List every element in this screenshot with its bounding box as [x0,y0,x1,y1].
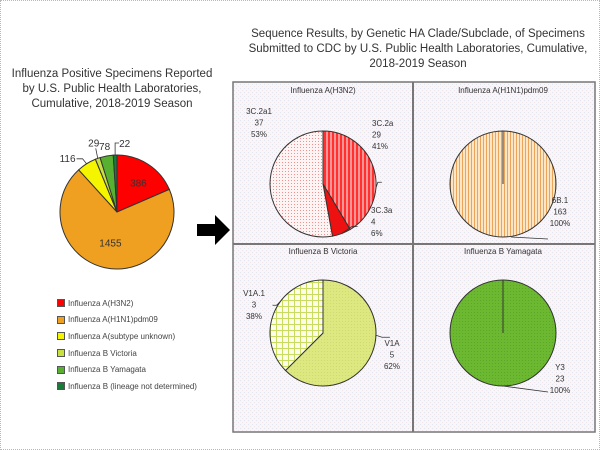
pie-slice [269,279,324,372]
data-label-line: V1A [384,339,400,348]
data-label-line: 53% [251,130,267,139]
legend-label: Influenza A(H3N2) [68,298,134,308]
legend-label: Influenza A(H1N1)pdm09 [68,315,158,325]
panel-title: Influenza A(H3N2) [290,86,356,95]
data-label-line: 1455 [99,239,122,250]
panel-title: Influenza A(H1N1)pdm09 [458,86,548,95]
data-label-line: 4 [371,218,376,227]
data-label-line: 163 [553,208,567,217]
data-label-line: 100% [550,219,570,228]
panel-title: Influenza B Victoria [289,247,358,256]
leader-line [76,158,87,165]
legend-swatch [57,299,65,308]
data-label-v1a: V1A 5 62% [384,339,400,371]
data-label-yamagata: 78 [99,142,111,153]
leader-line [375,334,390,338]
data-label-line: 62% [384,362,400,371]
legend-item: Influenza A(H3N2) [57,295,197,312]
legend-swatch [57,382,65,391]
pie-slice [116,154,170,213]
legend-label: Influenza A(subtype unknown) [68,331,176,341]
data-label-v1a1: V1A.1 3 38% [243,289,265,321]
leader-line [375,181,382,189]
right-chart-title: Sequence Results, by Genetic HA Clade/Su… [248,28,588,70]
data-label-line: 116 [60,154,76,165]
data-label-line: 29 [88,138,100,149]
data-label-unknown: 116 [60,154,76,165]
legend-item: Influenza A(subtype unknown) [57,328,197,345]
data-label-line: Y3 [555,363,565,372]
data-label-6b1: 6B.1 163 100% [550,196,570,228]
data-label-line: 29 [372,131,381,140]
legend-swatch [57,332,65,341]
data-label-line: 3C.3a [371,206,393,215]
data-label-b-undetermined: 22 [119,139,131,150]
panel-title: Influenza B Yamagata [464,247,543,256]
legend-item: Influenza A(H1N1)pdm09 [57,312,197,329]
leader-line [95,148,99,159]
data-label-h3n2: 386 [130,178,147,189]
data-label-line: 38% [246,312,262,321]
data-label-line: 23 [556,375,565,384]
h3n2-pie: Influenza A(H3N2) 3C.2a 29 41% 3C.3a 4 6% 3C.2a… [246,86,394,238]
legend-swatch [57,315,65,324]
data-label-line: 78 [99,142,111,153]
leader-line [510,236,549,240]
data-label-line: 5 [390,351,395,360]
legend-label: Influenza B Yamagata [68,365,146,375]
pie-slice [284,279,377,387]
yamagata-pie: Influenza B Yamagata Y3 23 100% [449,247,570,395]
data-label-3c3a: 3C.3a 4 6% [371,206,393,238]
left-legend: Influenza A(H3N2) Influenza A(H1N1)pdm09… [57,295,197,395]
pie-slice [322,130,377,231]
data-label-line: V1A.1 [243,289,265,298]
legend-item: Influenza B (lineage not determined) [57,378,197,395]
leader-line [341,226,358,234]
data-label-h1n1: 1455 [99,239,122,250]
legend-item: Influenza B Victoria [57,345,197,362]
legend-item: Influenza B Yamagata [57,361,197,378]
left-pie: 386 1455 116 29 78 22 [59,138,175,270]
leader-line [272,300,281,306]
victoria-pie: Influenza B Victoria V1A 5 62% V1A.1 3 38% [243,247,400,387]
data-label-y3: Y3 23 100% [550,363,570,395]
data-label-line: 386 [130,178,147,189]
data-label-victoria: 29 [88,138,100,149]
data-label-line: 22 [119,139,131,150]
legend-label: Influenza B Victoria [68,348,137,358]
data-label-line: 37 [255,119,264,128]
data-label-line: 3C.2a1 [246,107,272,116]
data-label-line: 100% [550,386,570,395]
legend-swatch [57,349,65,358]
legend-label: Influenza B (lineage not determined) [68,381,197,391]
right-arrow-icon [197,215,230,245]
h1n1-pie: Influenza A(H1N1)pdm09 6B.1 163 100% [449,86,570,240]
pie-slice [59,169,175,270]
legend-swatch [57,365,65,374]
data-label-line: 6% [371,229,383,238]
data-label-line: 3C.2a [372,119,394,128]
pie-slice [269,130,334,238]
data-label-line: 6B.1 [552,196,569,205]
data-label-line: 41% [372,142,388,151]
leader-line [114,142,120,156]
data-label-3c2a: 3C.2a 29 41% [372,119,394,151]
data-label-line: 3 [252,301,257,310]
data-label-3c2a1: 3C.2a1 37 53% [246,107,272,139]
left-chart-title: Influenza Positive Specimens Reported by… [11,68,213,110]
leader-line [502,385,549,393]
